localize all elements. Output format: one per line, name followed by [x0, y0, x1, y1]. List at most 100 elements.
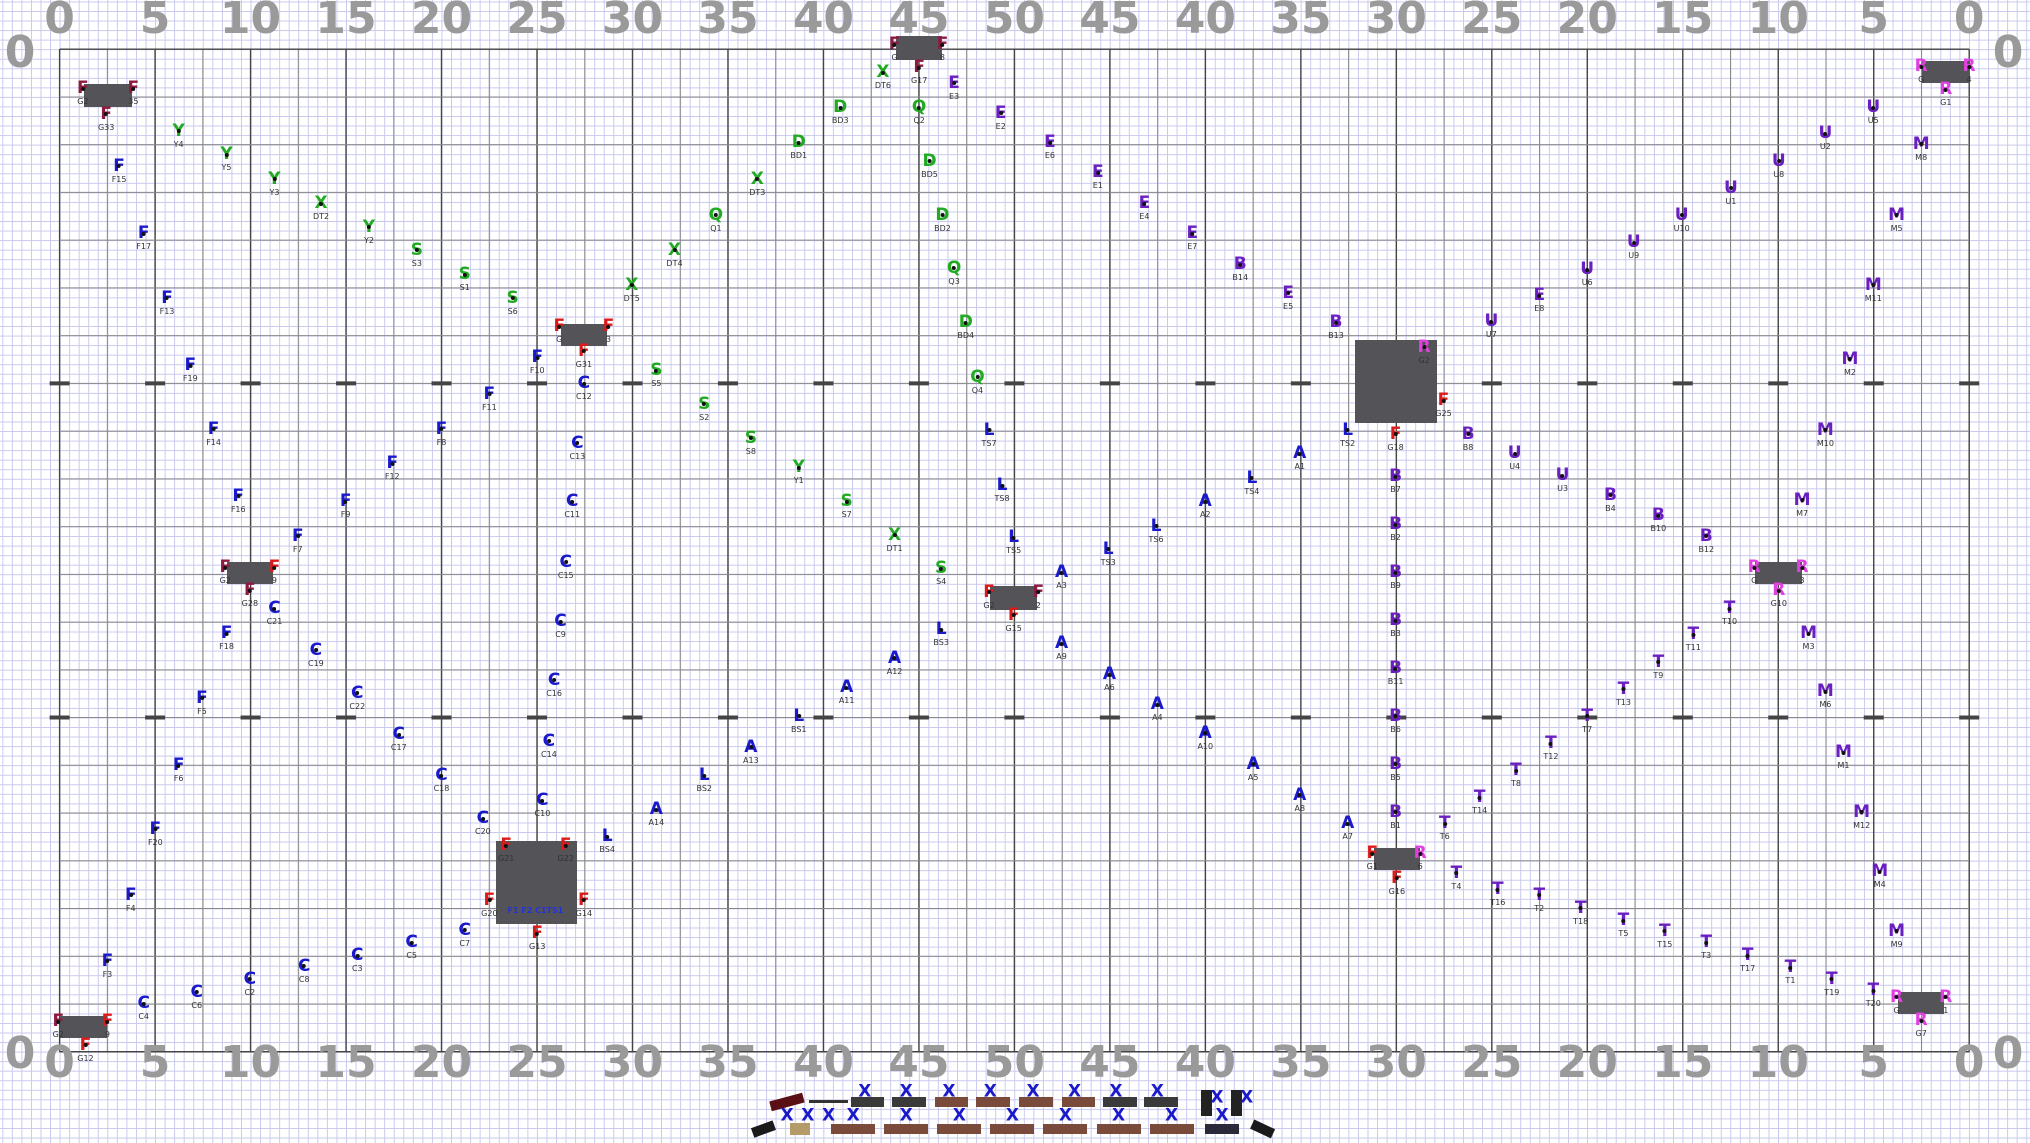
performer-marker[interactable]: F G16 — [1389, 869, 1405, 896]
performer-marker[interactable]: F F17 — [136, 225, 151, 252]
performer-marker[interactable]: U U1 — [1724, 179, 1738, 206]
performer-marker[interactable]: A A9 — [1055, 635, 1068, 662]
performer-marker[interactable]: C C21 — [267, 600, 283, 627]
performer-marker[interactable]: M M9 — [1888, 922, 1905, 949]
performer-marker[interactable]: F G12 — [77, 1036, 93, 1063]
performer-marker[interactable]: F G18 — [1387, 425, 1403, 452]
performer-marker[interactable]: S S1 — [459, 266, 471, 293]
performer-marker[interactable]: A A10 — [1197, 724, 1213, 751]
performer-marker[interactable]: A A5 — [1247, 755, 1260, 782]
performer-marker[interactable]: Q Q3 — [947, 259, 961, 286]
performer-marker[interactable]: B B11 — [1388, 660, 1404, 687]
marimba-icon[interactable] — [1149, 1123, 1194, 1135]
performer-marker[interactable]: T T18 — [1573, 899, 1588, 926]
performer-marker[interactable]: M M12 — [1853, 803, 1870, 830]
performer-marker[interactable]: R G1 — [1939, 81, 1952, 108]
performer-marker[interactable]: C C20 — [475, 810, 491, 837]
tall-rack-icon[interactable] — [1231, 1090, 1242, 1116]
performer-marker[interactable]: C C8 — [298, 957, 310, 984]
performer-marker[interactable]: L BS1 — [791, 707, 807, 734]
mallet-rack-icon[interactable] — [809, 1100, 848, 1103]
performer-marker[interactable]: F G2 — [52, 1013, 64, 1040]
performer-marker[interactable]: M M2 — [1842, 350, 1859, 377]
marimba-icon[interactable] — [976, 1096, 1010, 1107]
performer-marker[interactable]: T T15 — [1657, 922, 1672, 949]
performer-marker[interactable]: T T12 — [1543, 735, 1558, 762]
performer-marker[interactable]: E E6 — [1044, 134, 1056, 161]
performer-marker[interactable]: B B5 — [1389, 755, 1402, 782]
marimba-icon[interactable] — [937, 1123, 982, 1135]
performer-marker[interactable]: T T10 — [1722, 600, 1737, 627]
performer-marker[interactable]: C C2 — [244, 970, 256, 997]
riser-block[interactable] — [1897, 991, 1945, 1014]
performer-marker[interactable]: C C16 — [546, 671, 562, 698]
performer-marker[interactable]: F F3 — [102, 952, 114, 979]
performer-marker[interactable]: A A14 — [649, 801, 665, 828]
performer-marker[interactable]: F F4 — [125, 886, 137, 913]
riser-block[interactable] — [1373, 847, 1421, 870]
performer-marker[interactable]: C C17 — [391, 726, 407, 753]
marimba-icon[interactable] — [934, 1096, 969, 1107]
performer-marker[interactable]: U U5 — [1866, 99, 1880, 126]
marimba-icon[interactable] — [1096, 1123, 1141, 1135]
performer-marker[interactable]: E E7 — [1187, 225, 1199, 252]
marimba-icon[interactable] — [831, 1123, 876, 1135]
performer-marker[interactable]: L BS4 — [599, 828, 615, 855]
riser-block[interactable] — [1922, 60, 1970, 83]
performer-marker[interactable]: B B4 — [1604, 486, 1617, 513]
marimba-icon[interactable] — [1043, 1123, 1088, 1135]
performer-marker[interactable]: T T20 — [1866, 982, 1881, 1009]
performer-marker[interactable]: B B8 — [1462, 425, 1475, 452]
performer-marker[interactable]: D BD2 — [934, 206, 951, 233]
performer-marker[interactable]: D BD4 — [957, 314, 974, 341]
performer-marker[interactable]: M M10 — [1817, 421, 1834, 448]
performer-marker[interactable]: Y Y2 — [363, 218, 375, 245]
performer-marker[interactable]: S S6 — [507, 289, 519, 316]
performer-marker[interactable]: F G20 — [481, 891, 497, 918]
riser-block[interactable] — [84, 84, 133, 108]
performer-marker[interactable]: L TS3 — [1101, 540, 1116, 567]
performer-marker[interactable]: M M5 — [1888, 206, 1905, 233]
performer-marker[interactable]: F F19 — [183, 357, 198, 384]
performer-marker[interactable]: M M1 — [1835, 744, 1852, 771]
performer-marker[interactable]: F F14 — [206, 420, 221, 447]
performer-marker[interactable]: E E3 — [948, 74, 960, 101]
performer-marker[interactable]: A A8 — [1293, 786, 1306, 813]
performer-marker[interactable]: U U2 — [1818, 125, 1832, 152]
performer-marker[interactable]: E E4 — [1139, 195, 1151, 222]
vibraphone-icon[interactable] — [891, 1096, 926, 1107]
performer-marker[interactable]: T T13 — [1616, 680, 1631, 707]
performer-marker[interactable]: B B3 — [1389, 612, 1402, 639]
performer-marker[interactable]: M M11 — [1865, 276, 1882, 303]
performer-marker[interactable]: C C7 — [459, 921, 471, 948]
performer-marker[interactable]: U U7 — [1484, 313, 1498, 340]
gong-icon[interactable] — [789, 1123, 811, 1135]
performer-marker[interactable]: C C11 — [564, 493, 580, 520]
performer-marker[interactable]: Y Y5 — [220, 146, 232, 173]
performer-marker[interactable]: Q Q4 — [970, 368, 984, 395]
performer-marker[interactable]: Y Y3 — [268, 170, 280, 197]
tall-rack-icon[interactable] — [1201, 1090, 1212, 1116]
performer-marker[interactable]: A A12 — [887, 649, 903, 676]
vibraphone-icon[interactable] — [1144, 1096, 1179, 1107]
performer-marker[interactable]: S S3 — [411, 241, 423, 268]
vibraphone-icon[interactable] — [850, 1096, 885, 1107]
performer-marker[interactable]: T T9 — [1653, 653, 1665, 680]
performer-marker[interactable]: A A4 — [1151, 696, 1164, 723]
performer-marker[interactable]: U U4 — [1508, 445, 1522, 472]
riser-block[interactable] — [226, 561, 274, 584]
performer-marker[interactable]: M M6 — [1817, 683, 1834, 710]
keyboard-icon[interactable] — [1205, 1123, 1239, 1135]
performer-marker[interactable]: F F10 — [530, 349, 545, 376]
performer-marker[interactable]: U U3 — [1556, 467, 1570, 494]
performer-marker[interactable]: A A6 — [1103, 666, 1116, 693]
performer-marker[interactable]: A A1 — [1293, 445, 1306, 472]
performer-marker[interactable]: B B2 — [1389, 516, 1402, 543]
riser-block[interactable] — [1755, 561, 1803, 584]
performer-marker[interactable]: F F12 — [385, 455, 400, 482]
performer-marker[interactable]: S S5 — [650, 362, 662, 389]
